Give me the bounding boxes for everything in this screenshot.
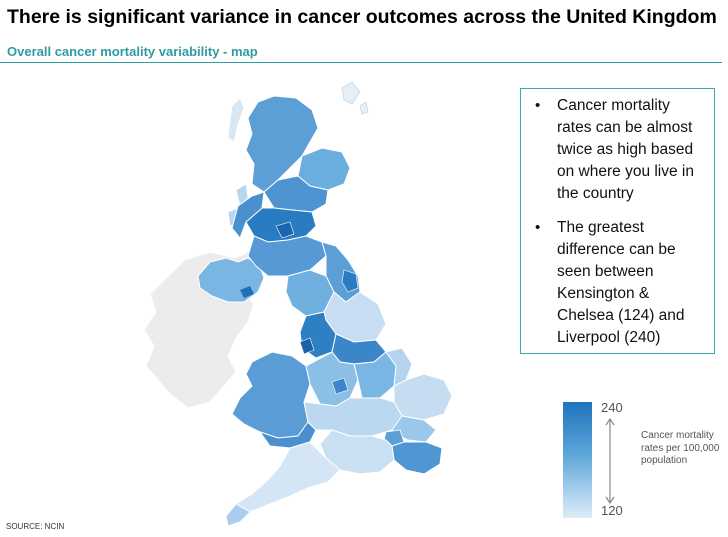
legend-label: Cancer mortality rates per 100,000 popul… bbox=[641, 430, 720, 466]
callout-bullet: • Cancer mortality rates can be almost tw… bbox=[531, 95, 706, 205]
source-note: SOURCE: NCIN bbox=[6, 522, 65, 531]
liverpool-region bbox=[299, 337, 315, 355]
argyll-region bbox=[231, 191, 265, 239]
callout-bullet-text: Cancer mortality rates can be almost twi… bbox=[557, 97, 694, 202]
callout-bullet-text: The greatest difference can be seen betw… bbox=[557, 219, 685, 346]
belfast-region bbox=[240, 286, 254, 298]
tyneside-region bbox=[341, 269, 359, 293]
header-divider bbox=[0, 62, 722, 63]
essex-region bbox=[391, 415, 437, 443]
key-findings-callout: • Cancer mortality rates can be almost tw… bbox=[520, 88, 715, 354]
western-isles bbox=[227, 97, 245, 143]
northern-isles bbox=[341, 81, 369, 115]
southern-scotland-region bbox=[247, 235, 327, 277]
double-arrow-icon bbox=[605, 418, 615, 504]
east-anglia-region bbox=[393, 373, 453, 421]
bullet-icon: • bbox=[535, 97, 541, 114]
west-midlands-region bbox=[305, 351, 359, 407]
highlands-region bbox=[245, 95, 319, 193]
glasgow-region bbox=[275, 221, 295, 239]
south-east-coast-region bbox=[319, 429, 395, 475]
kent-region bbox=[391, 441, 443, 475]
south-west-region bbox=[225, 441, 341, 521]
legend-max-value: 240 bbox=[601, 400, 623, 415]
legend-min-value: 120 bbox=[601, 503, 623, 518]
bullet-icon: • bbox=[535, 219, 541, 236]
page-subtitle: Overall cancer mortality variability - m… bbox=[7, 44, 258, 59]
uk-mortality-map bbox=[143, 81, 453, 527]
callout-bullet: • The greatest difference can be seen bet… bbox=[531, 217, 706, 349]
wales-region bbox=[231, 351, 311, 439]
birmingham-region bbox=[331, 377, 349, 395]
page-title: There is significant variance in cancer … bbox=[7, 6, 717, 28]
south-central-region bbox=[303, 397, 403, 437]
legend-color-scale bbox=[563, 402, 592, 518]
cornwall-region bbox=[225, 503, 251, 527]
